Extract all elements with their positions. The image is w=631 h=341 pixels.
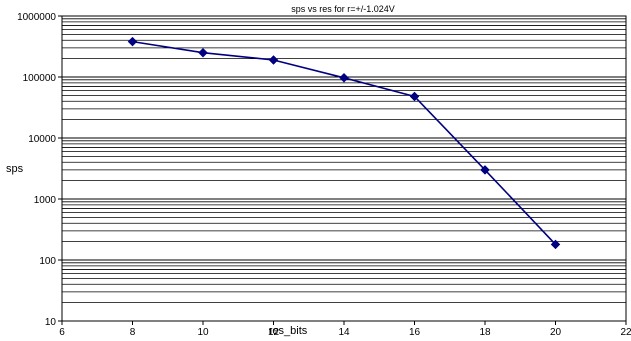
data-point-marker: [268, 55, 279, 65]
data-point-marker: [409, 91, 420, 102]
x-tick-label: 22: [620, 327, 631, 338]
x-tick-label: 6: [59, 327, 65, 338]
x-tick-label: 20: [550, 327, 562, 338]
y-tick-label: 10000: [28, 134, 56, 145]
data-point-marker: [198, 47, 208, 58]
x-tick-label: 16: [409, 327, 421, 338]
data-point-marker: [339, 72, 349, 83]
y-axis-ticks: 10 100 1000 10000 100000 1000000: [17, 12, 62, 328]
y-tick-label: 10: [45, 317, 57, 328]
data-point-marker: [550, 239, 561, 250]
y-tick-label: 100: [39, 256, 56, 267]
x-tick-label: 10: [197, 327, 209, 338]
series-sps: [127, 36, 561, 250]
x-tick-label: 14: [338, 327, 350, 338]
x-tick-label: 8: [130, 327, 136, 338]
x-tick-label: 12: [268, 327, 280, 338]
data-point-marker: [127, 36, 138, 47]
x-axis-title: res_bits: [269, 325, 308, 337]
y-tick-label: 1000000: [17, 12, 56, 23]
x-tick-label: 18: [479, 327, 491, 338]
y-tick-label: 1000: [34, 195, 57, 206]
data-point-marker: [480, 165, 490, 175]
chart-title: sps vs res for r=+/-1.024V: [291, 4, 395, 14]
y-tick-label: 100000: [23, 73, 57, 84]
y-axis-title: sps: [6, 163, 24, 175]
gridlines: [62, 18, 626, 304]
x-axis-ticks: 6 8 10 12 14 16 18 20 22: [59, 321, 631, 338]
